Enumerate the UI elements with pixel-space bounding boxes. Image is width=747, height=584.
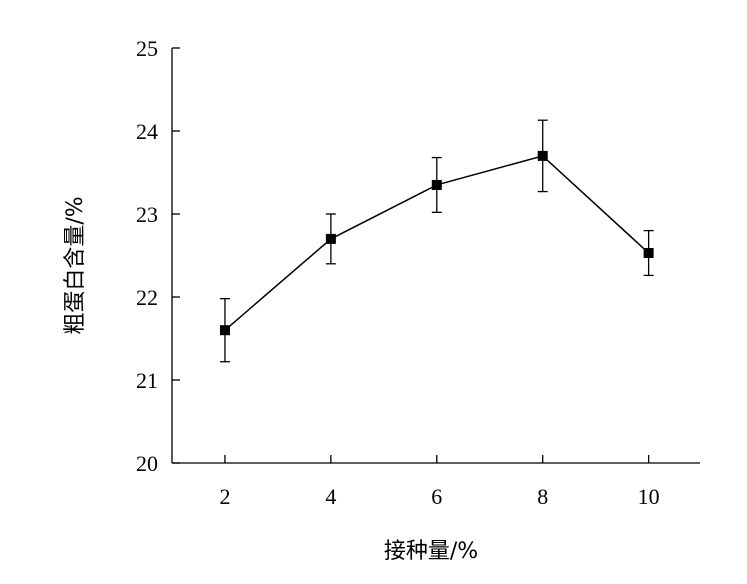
x-tick-label: 2 xyxy=(219,484,230,509)
x-tick-label: 4 xyxy=(325,484,336,509)
y-tick-label: 22 xyxy=(136,285,158,310)
y-axis-label: 粗蛋白含量/% xyxy=(63,196,88,334)
x-tick-label: 6 xyxy=(431,484,442,509)
y-tick-label: 24 xyxy=(136,119,158,144)
x-ticks: 2 4 6 8 10 xyxy=(219,455,660,509)
x-axis-label: 接种量/% xyxy=(384,539,478,564)
y-tick-label: 23 xyxy=(136,202,158,227)
x-tick-label: 10 xyxy=(638,484,660,509)
axes xyxy=(171,48,700,464)
data-point xyxy=(325,233,336,244)
x-tick-label: 8 xyxy=(537,484,548,509)
series-group xyxy=(219,119,654,363)
y-ticks: 20 21 22 23 24 25 xyxy=(136,36,180,476)
y-tick-label: 21 xyxy=(136,368,158,393)
data-point xyxy=(537,150,548,161)
data-point xyxy=(219,325,230,336)
y-tick-label: 25 xyxy=(136,36,158,61)
data-point xyxy=(643,248,654,259)
y-tick-label: 20 xyxy=(136,451,158,476)
data-point xyxy=(431,179,442,190)
